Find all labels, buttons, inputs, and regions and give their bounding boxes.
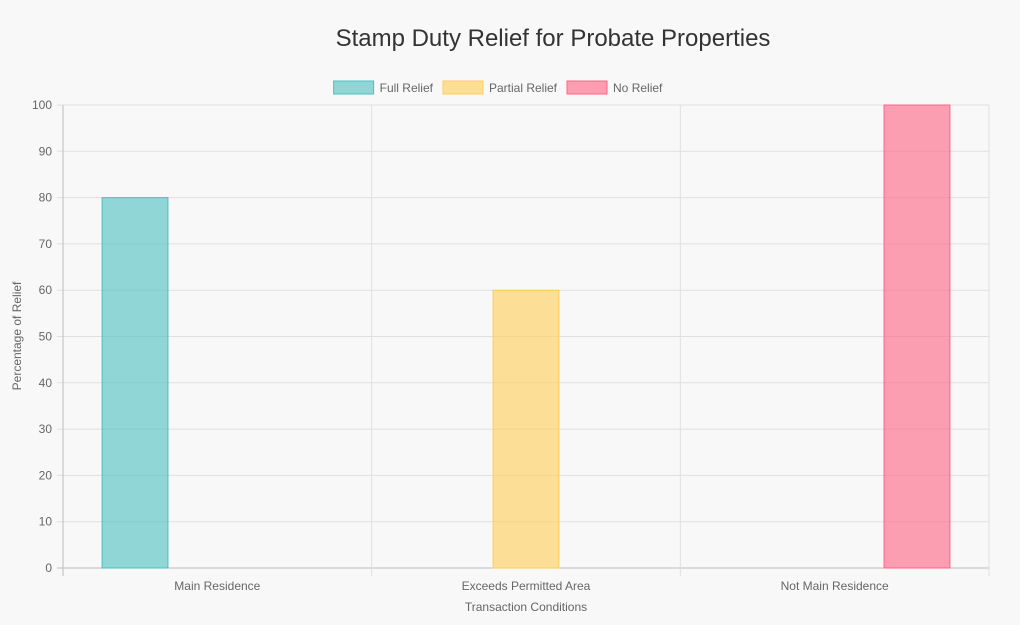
bar — [101, 197, 169, 569]
legend-label: Partial Relief — [489, 81, 558, 95]
y-axis-title: Percentage of Relief — [10, 281, 24, 390]
y-axis: 0 10 20 30 40 50 60 70 80 90 100 — [32, 98, 52, 575]
bar — [883, 104, 951, 569]
y-tick-label: 40 — [39, 376, 53, 390]
x-tick-label: Not Main Residence — [781, 579, 889, 593]
legend-swatch — [442, 80, 484, 95]
x-tick-label: Main Residence — [174, 579, 260, 593]
legend-label: No Relief — [613, 81, 663, 95]
legend-label: Full Relief — [380, 81, 434, 95]
x-axis-title: Transaction Conditions — [465, 600, 587, 614]
bar — [492, 289, 560, 569]
y-tick-label: 60 — [39, 283, 53, 297]
y-tick-label: 80 — [39, 191, 53, 205]
legend: Full Relief Partial Relief No Relief — [333, 80, 663, 95]
y-tick-label: 100 — [32, 98, 52, 112]
y-tick-label: 70 — [39, 237, 53, 251]
x-tick-label: Exceeds Permitted Area — [462, 579, 591, 593]
y-tick-label: 0 — [45, 561, 52, 575]
bars — [101, 104, 951, 569]
y-tick-label: 20 — [39, 468, 53, 482]
x-axis: Main Residence Exceeds Permitted Area Not … — [174, 579, 889, 593]
y-tick-label: 90 — [39, 144, 53, 158]
legend-swatch — [566, 80, 608, 95]
y-tick-label: 50 — [39, 330, 53, 344]
chart-title: Stamp Duty Relief for Probate Properties — [336, 25, 771, 52]
y-tick-label: 10 — [39, 515, 53, 529]
y-tick-label: 30 — [39, 422, 53, 436]
legend-swatch — [333, 80, 375, 95]
